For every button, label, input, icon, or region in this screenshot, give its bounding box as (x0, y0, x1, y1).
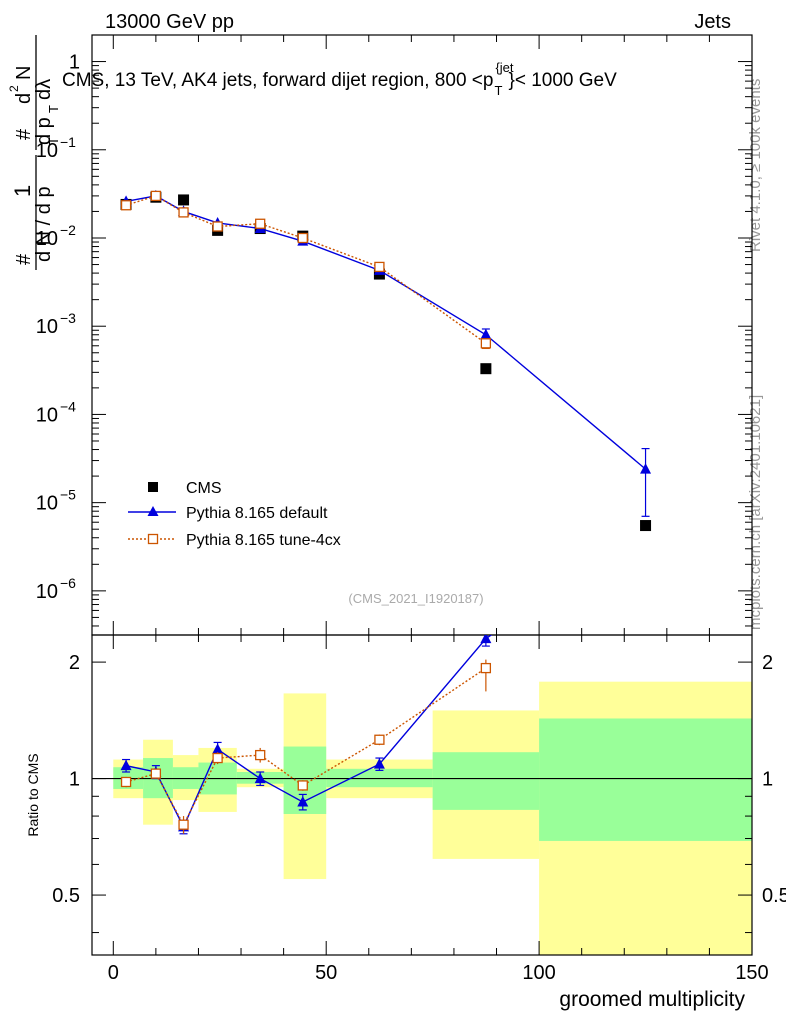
data-point (150, 190, 162, 202)
data-point (640, 463, 652, 474)
data-point (480, 328, 492, 340)
data-point (212, 221, 223, 232)
header-right: Jets (694, 11, 731, 33)
ylabel-two: 2 (7, 85, 21, 92)
ratio-ytick-label-right: 1 (762, 769, 773, 791)
data-point (480, 363, 492, 375)
ratio-ylabel: Ratio to CMS (25, 753, 41, 836)
ylabel-t1: T (46, 137, 61, 145)
band-green (539, 718, 752, 841)
data-point (374, 261, 385, 273)
legend-cms-marker (148, 482, 158, 492)
data-point (640, 520, 652, 532)
main-ytick-exp: −1 (60, 134, 76, 150)
series-tune (120, 190, 492, 350)
main-ytick-label: 10 (36, 493, 58, 515)
ratio-ytick-label: 0.5 (52, 885, 80, 907)
ratio-point (297, 780, 308, 791)
ratio-xtick-label: 100 (522, 962, 555, 984)
ylabel-dlambda: dλ (33, 79, 55, 100)
data-point (178, 207, 189, 218)
ratio-point (480, 635, 492, 644)
main-ytick-exp: −2 (60, 222, 76, 238)
ratio-ytick-label: 2 (69, 652, 80, 674)
ylabel-dn: d N / d p (33, 186, 55, 262)
ratio-point (120, 776, 132, 788)
ratio-uncertainty-bands (92, 681, 752, 955)
legend: CMS Pythia 8.165 default Pythia 8.165 tu… (128, 480, 341, 549)
main-title: CMS, 13 TeV, AK4 jets, forward dijet reg… (62, 60, 617, 98)
main-title-sub: T (495, 83, 503, 98)
data-point (480, 338, 492, 349)
ylabel-num-n: N (13, 66, 35, 80)
main-ytick-exp: −5 (60, 487, 76, 503)
data-point (178, 194, 190, 206)
ratio-axes: 0.5 0.5 1 1 2 2 0 50 100 150 (52, 634, 786, 984)
main-ytick-label: 10 (36, 404, 58, 426)
main-axes: 110−110−210−310−410−510−6 (36, 34, 753, 636)
data-point (297, 232, 308, 244)
ylabel-hash-2: # (13, 128, 35, 140)
ylabel-num-d: d (13, 93, 35, 104)
rivet-label: Rivet 4.1.0, ≥ 100k events (747, 79, 764, 252)
main-ytick-label: 10 (36, 581, 58, 603)
main-ytick-label: 10 (36, 316, 58, 338)
ratio-point (373, 758, 385, 769)
ratio-xtick-label: 0 (108, 962, 119, 984)
ratio-xtick-label: 150 (735, 962, 768, 984)
legend-default-marker (147, 506, 159, 516)
ylabel-hash-1: # (13, 253, 35, 265)
ratio-point (297, 795, 309, 807)
main-ytick-exp: −3 (60, 310, 76, 326)
main-ytick-label: 10 (36, 140, 58, 162)
data-point (255, 218, 266, 229)
ratio-point (212, 743, 224, 754)
main-title-sup: {jet (495, 60, 513, 75)
series-line-tune (125, 195, 487, 344)
legend-tune-label: Pythia 8.165 tune-4cx (186, 532, 341, 549)
main-ytick-exp: −4 (60, 398, 76, 414)
mcplots-label: mcplots.cern.ch [arXiv:2401.10621] (747, 395, 764, 630)
ratio-point (255, 749, 266, 761)
ratio-point (150, 768, 162, 779)
legend-tune-marker (147, 533, 159, 545)
ratio-point (212, 752, 223, 764)
ratio-point (480, 662, 492, 674)
ratio-ytick-label: 1 (69, 769, 80, 791)
ratio-series-group (120, 635, 493, 835)
ratio-point (120, 759, 132, 771)
main-ytick-label: 10 (36, 228, 58, 250)
main-ytick-exp: −6 (60, 575, 76, 591)
series-line-default (125, 195, 646, 470)
ratio-xlabel: groomed multiplicity (559, 988, 745, 1011)
ylabel-dp: d p (33, 117, 55, 145)
ylabel-t2: T (46, 105, 61, 113)
ylabel-one: 1 (10, 185, 35, 197)
legend-default-label: Pythia 8.165 default (186, 505, 328, 522)
ratio-series-tune (120, 659, 492, 834)
analysis-watermark: (CMS_2021_I1920187) (348, 591, 483, 606)
ratio-frame (91, 634, 753, 956)
legend-cms-label: CMS (186, 480, 222, 497)
main-series-group (120, 189, 652, 532)
ratio-point (374, 734, 385, 745)
main-title-end: }< 1000 GeV (508, 70, 617, 91)
main-ylabel: # 1 d N / d p T # d 2 N d p T dλ (7, 35, 61, 270)
ratio-xtick-label: 50 (315, 962, 337, 984)
ratio-ytick-label-right: 0.5 (762, 885, 786, 907)
ratio-point (178, 819, 189, 830)
main-ytick-label: 1 (69, 52, 80, 74)
header-left: 13000 GeV pp (105, 11, 234, 33)
band-green (432, 752, 540, 810)
ratio-ytick-label-right: 2 (762, 652, 773, 674)
ratio-line-tune (125, 667, 487, 827)
main-title-start: CMS, 13 TeV, AK4 jets, forward dijet reg… (62, 70, 493, 91)
ratio-point (254, 772, 266, 784)
data-point (120, 200, 132, 211)
series-default (120, 189, 652, 517)
